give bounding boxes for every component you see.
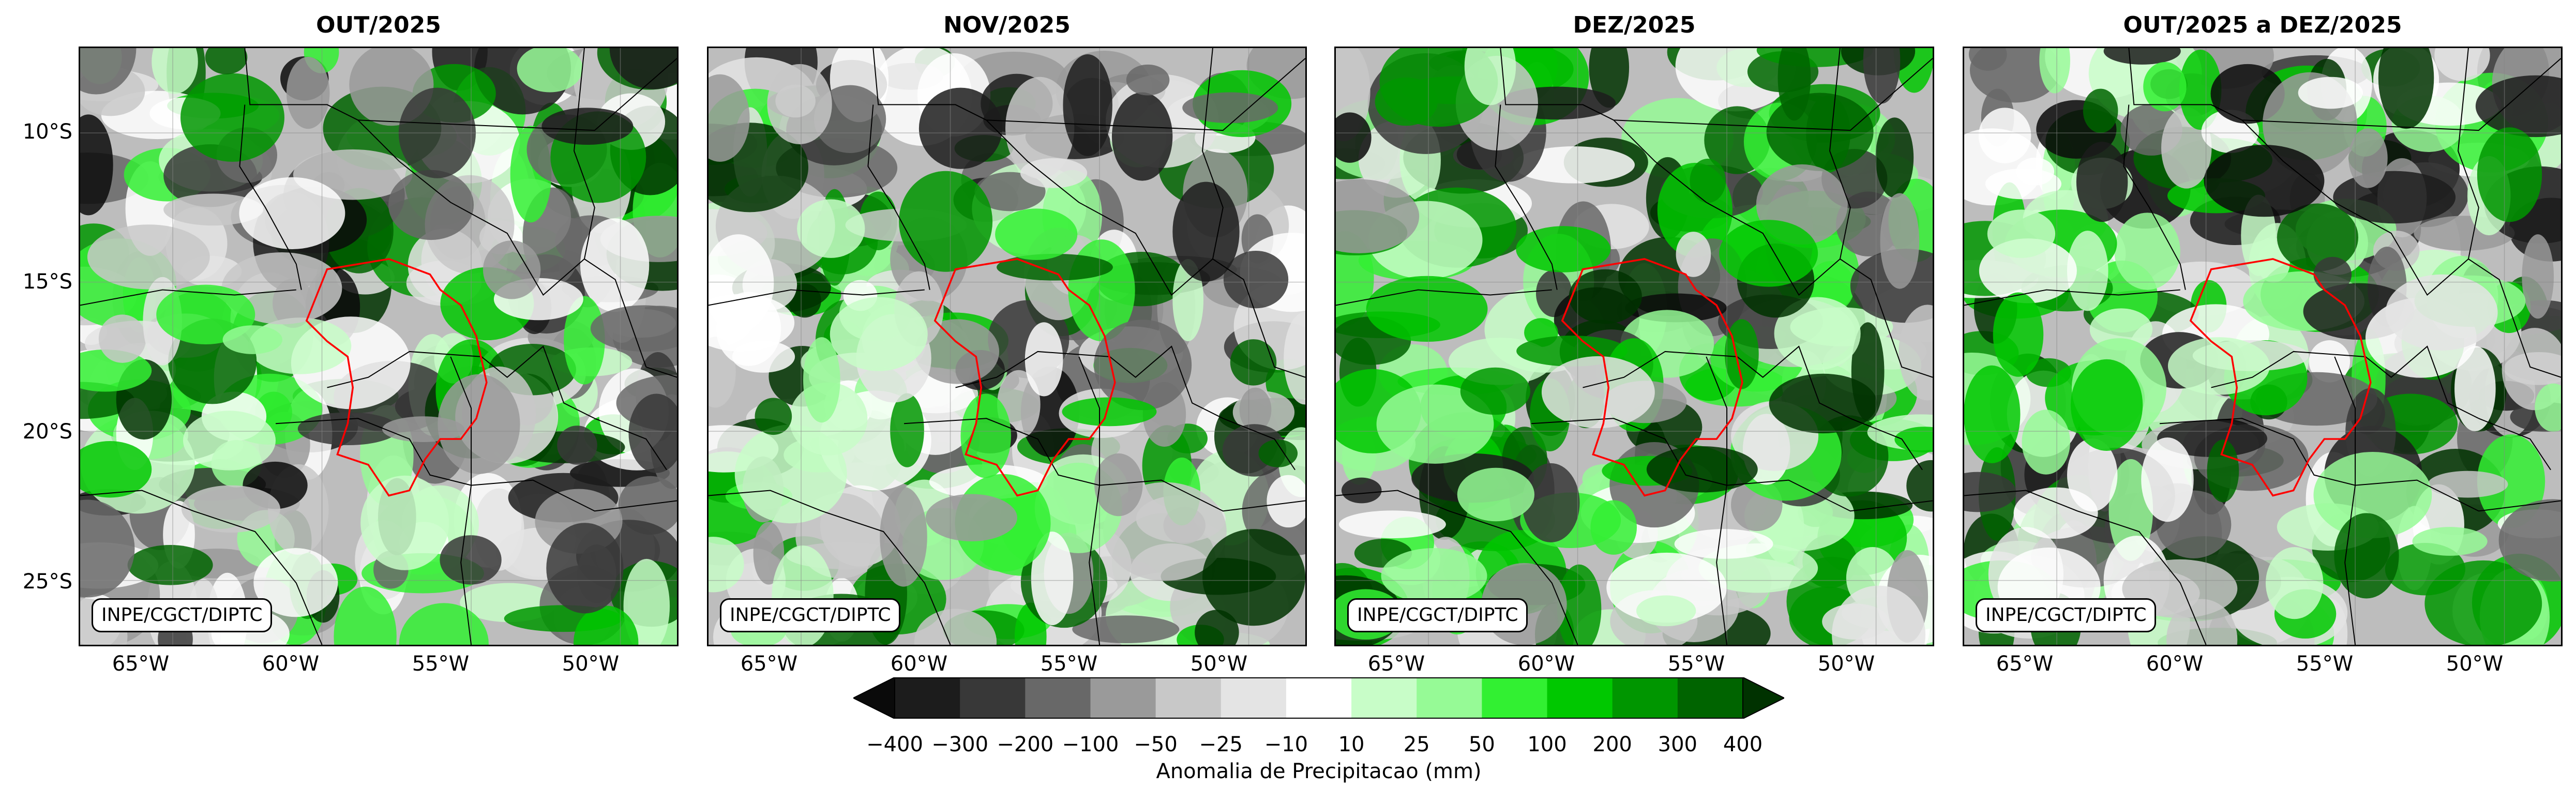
- lon-tick-label: 55°W: [412, 652, 470, 676]
- colorbar-tick-label: −400: [866, 733, 923, 756]
- colorbar-bin: [1482, 677, 1548, 719]
- colorbar-tick-label: −300: [931, 733, 989, 756]
- anomaly-map: INPE/CGCT/DIPTC: [1963, 47, 2563, 646]
- basin-outline: [933, 258, 1116, 497]
- colorbar-bin: [1155, 677, 1222, 719]
- colorbar-tick-label: 300: [1658, 733, 1698, 756]
- credit-label: INPE/CGCT/DIPTC: [720, 598, 901, 632]
- lon-tick-label: 50°W: [1190, 652, 1248, 676]
- anomaly-map: INPE/CGCT/DIPTC: [79, 47, 679, 646]
- lon-tick-label: 50°W: [562, 652, 620, 676]
- lon-tick-label: 65°W: [740, 652, 798, 676]
- lat-tick-label: 25°S: [22, 570, 72, 594]
- colorbar-tick-label: 400: [1723, 733, 1763, 756]
- map-panel: OUT/2025 a DEZ/2025 INPE/CGCT/DIPTC 65°W 60…: [1963, 0, 2563, 675]
- credit-label: INPE/CGCT/DIPTC: [1976, 598, 2157, 632]
- colorbar-bin: [1025, 677, 1091, 719]
- political-borders: [1336, 48, 1933, 645]
- lon-tick-label: 65°W: [1367, 652, 1425, 676]
- colorbar-bin: [1351, 677, 1417, 719]
- lon-tick-label: 55°W: [1040, 652, 1098, 676]
- colorbar-tick-label: 25: [1403, 733, 1430, 756]
- lon-tick-label: 55°W: [2296, 652, 2354, 676]
- anomaly-map: INPE/CGCT/DIPTC: [1334, 47, 1934, 646]
- map-panel: OUT/2025 INPE/CGCT/DIPTC 10°S 15°S 20°S 25°S 6…: [23, 0, 679, 675]
- graticule: [1336, 48, 1933, 645]
- colorbar-bin: [895, 677, 960, 719]
- map-panel: NOV/2025 INPE/CGCT/DIPTC 65°W 60°W 55°W 50°W: [707, 0, 1307, 675]
- colorbar-extend-high: [1742, 676, 1786, 720]
- colorbar-bin: [1612, 677, 1678, 719]
- colorbar-extend-low: [852, 676, 895, 720]
- lon-tick-label: 50°W: [1817, 652, 1875, 676]
- precip-anomaly-field: [1964, 48, 2561, 645]
- graticule: [709, 48, 1305, 645]
- lon-tick-label: 55°W: [1667, 652, 1725, 676]
- map-panel: DEZ/2025 INPE/CGCT/DIPTC 65°W 60°W 55°W 50°W: [1334, 0, 1934, 675]
- lat-tick-label: 10°S: [22, 120, 72, 144]
- lon-tick-label: 60°W: [262, 652, 320, 676]
- basin-outline: [2189, 258, 2372, 497]
- panel-title: OUT/2025 a DEZ/2025: [2123, 12, 2402, 38]
- credit-label: INPE/CGCT/DIPTC: [1347, 598, 1528, 632]
- colorbar-tick-label: −50: [1134, 733, 1178, 756]
- colorbar-bin: [1090, 677, 1156, 719]
- colorbar-tick-label: 10: [1338, 733, 1365, 756]
- colorbar-tick-label: 50: [1468, 733, 1495, 756]
- colorbar-tick-label: −10: [1264, 733, 1308, 756]
- precip-anomaly-field: [80, 48, 677, 645]
- colorbar-bin: [960, 677, 1026, 719]
- lon-tick-label: 50°W: [2446, 652, 2504, 676]
- basin-outline: [1561, 258, 1743, 497]
- graticule: [1964, 48, 2561, 645]
- panel-title: DEZ/2025: [1573, 12, 1696, 38]
- basin-outline: [305, 258, 488, 497]
- political-borders: [709, 48, 1305, 645]
- colorbar-bin: [1221, 677, 1287, 719]
- lon-tick-label: 60°W: [890, 652, 948, 676]
- lat-tick-label: 15°S: [22, 270, 72, 294]
- colorbar-bin: [1286, 677, 1352, 719]
- colorbar-bin: [1417, 677, 1482, 719]
- colorbar: [852, 676, 1786, 720]
- colorbar-bin: [1677, 677, 1743, 719]
- political-borders: [80, 48, 677, 645]
- graticule: [80, 48, 677, 645]
- lat-tick-label: 20°S: [22, 420, 72, 444]
- lon-tick-label: 65°W: [1996, 652, 2054, 676]
- colorbar-tick-label: 100: [1527, 733, 1567, 756]
- lon-tick-label: 60°W: [2146, 652, 2204, 676]
- colorbar-tick-label: −100: [1062, 733, 1119, 756]
- lon-tick-label: 65°W: [112, 652, 170, 676]
- colorbar-tick-label: −200: [997, 733, 1054, 756]
- lon-tick-label: 60°W: [1517, 652, 1575, 676]
- panel-title: OUT/2025: [316, 12, 441, 38]
- colorbar-title: Anomalia de Precipitacao (mm): [1156, 760, 1482, 783]
- colorbar-tick-label: −25: [1199, 733, 1243, 756]
- panel-title: NOV/2025: [943, 12, 1071, 38]
- colorbar-bin: [1547, 677, 1613, 719]
- anomaly-map: INPE/CGCT/DIPTC: [707, 47, 1307, 646]
- colorbar-tick-label: 200: [1592, 733, 1632, 756]
- credit-label: INPE/CGCT/DIPTC: [92, 598, 273, 632]
- precip-anomaly-field: [1336, 48, 1933, 645]
- political-borders: [1964, 48, 2561, 645]
